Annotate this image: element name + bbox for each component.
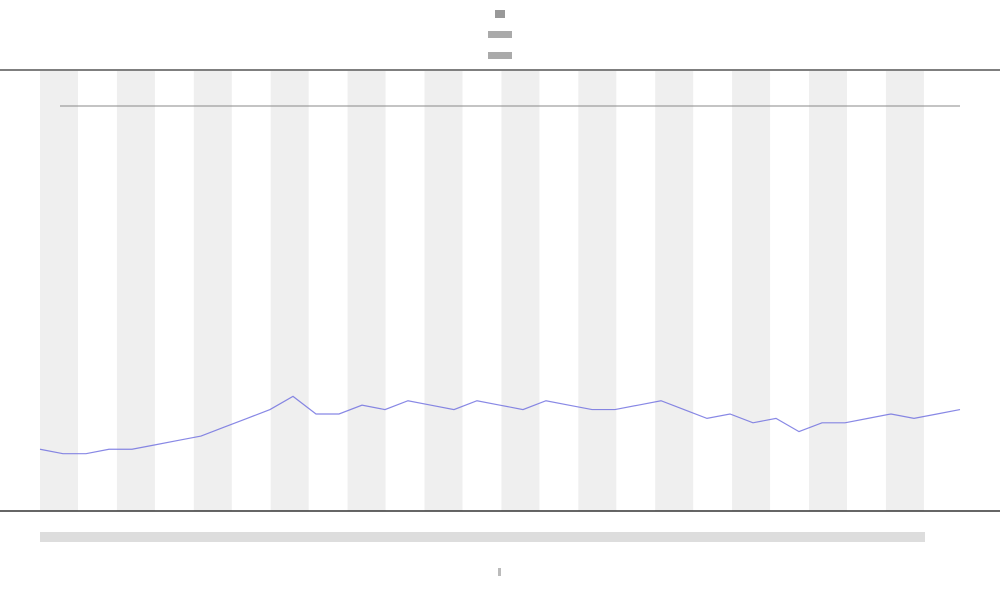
x-title-placeholder (498, 568, 501, 576)
shaded-band (655, 71, 694, 511)
title-placeholder (495, 10, 505, 18)
subtitle-placeholder (488, 52, 512, 59)
shaded-band (885, 71, 924, 511)
shaded-band (116, 71, 155, 511)
x-labels-placeholder (40, 532, 925, 542)
subtitle-placeholder (488, 31, 512, 38)
shaded-band (501, 71, 540, 511)
plot (39, 395, 961, 455)
shaded-band (578, 71, 617, 511)
shaded-band (270, 71, 309, 511)
shaded-band (347, 71, 386, 511)
shaded-band (732, 71, 771, 511)
shaded-band (809, 71, 847, 511)
data-line (39, 395, 961, 455)
shaded-band (424, 71, 463, 511)
shaded-band (193, 71, 232, 511)
shaded-bands (40, 71, 924, 511)
shaded-band (40, 71, 78, 511)
